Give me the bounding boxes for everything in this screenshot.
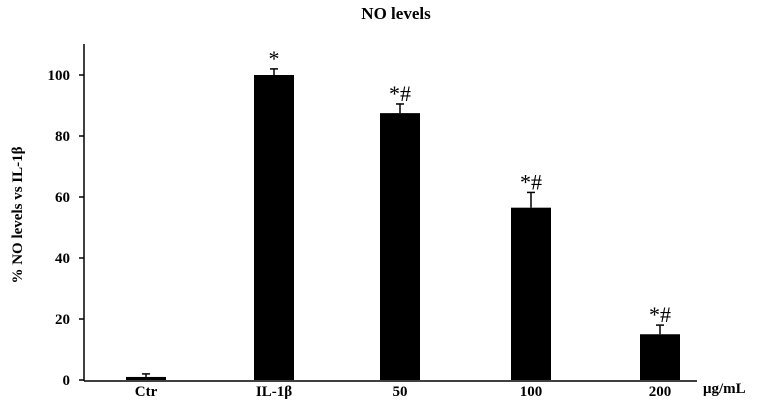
bar	[254, 75, 294, 380]
y-tick-label: 100	[48, 68, 71, 84]
y-tick-label: 60	[55, 190, 70, 206]
bar	[126, 376, 166, 380]
x-tick-labels: Ctr IL-1β 50 100 200	[135, 384, 672, 400]
y-tick-label: 0	[63, 373, 71, 389]
bars: * *# *# *#	[126, 46, 680, 380]
x-tick-label: 200	[649, 384, 672, 400]
x-tick-label: 50	[393, 384, 408, 400]
y-tick-label: 20	[55, 312, 70, 328]
significance-label: *#	[389, 81, 411, 106]
y-tick-label: 40	[55, 251, 70, 267]
y-ticks: 0 20 40 60 80 100	[48, 68, 84, 389]
bar	[640, 334, 680, 380]
x-tick-label: 100	[520, 384, 543, 400]
significance-label: *#	[520, 169, 542, 194]
x-tick-label: Ctr	[135, 384, 158, 400]
bar	[511, 207, 551, 380]
y-tick-label: 80	[55, 129, 70, 145]
significance-label: *	[269, 46, 280, 71]
x-unit-label: μg/mL	[703, 381, 746, 397]
chart-title: NO levels	[361, 4, 431, 23]
x-tick-label: IL-1β	[256, 384, 292, 400]
bar	[380, 113, 420, 380]
significance-label: *#	[649, 302, 671, 327]
y-axis-label: % NO levels vs IL-1β	[10, 146, 26, 283]
